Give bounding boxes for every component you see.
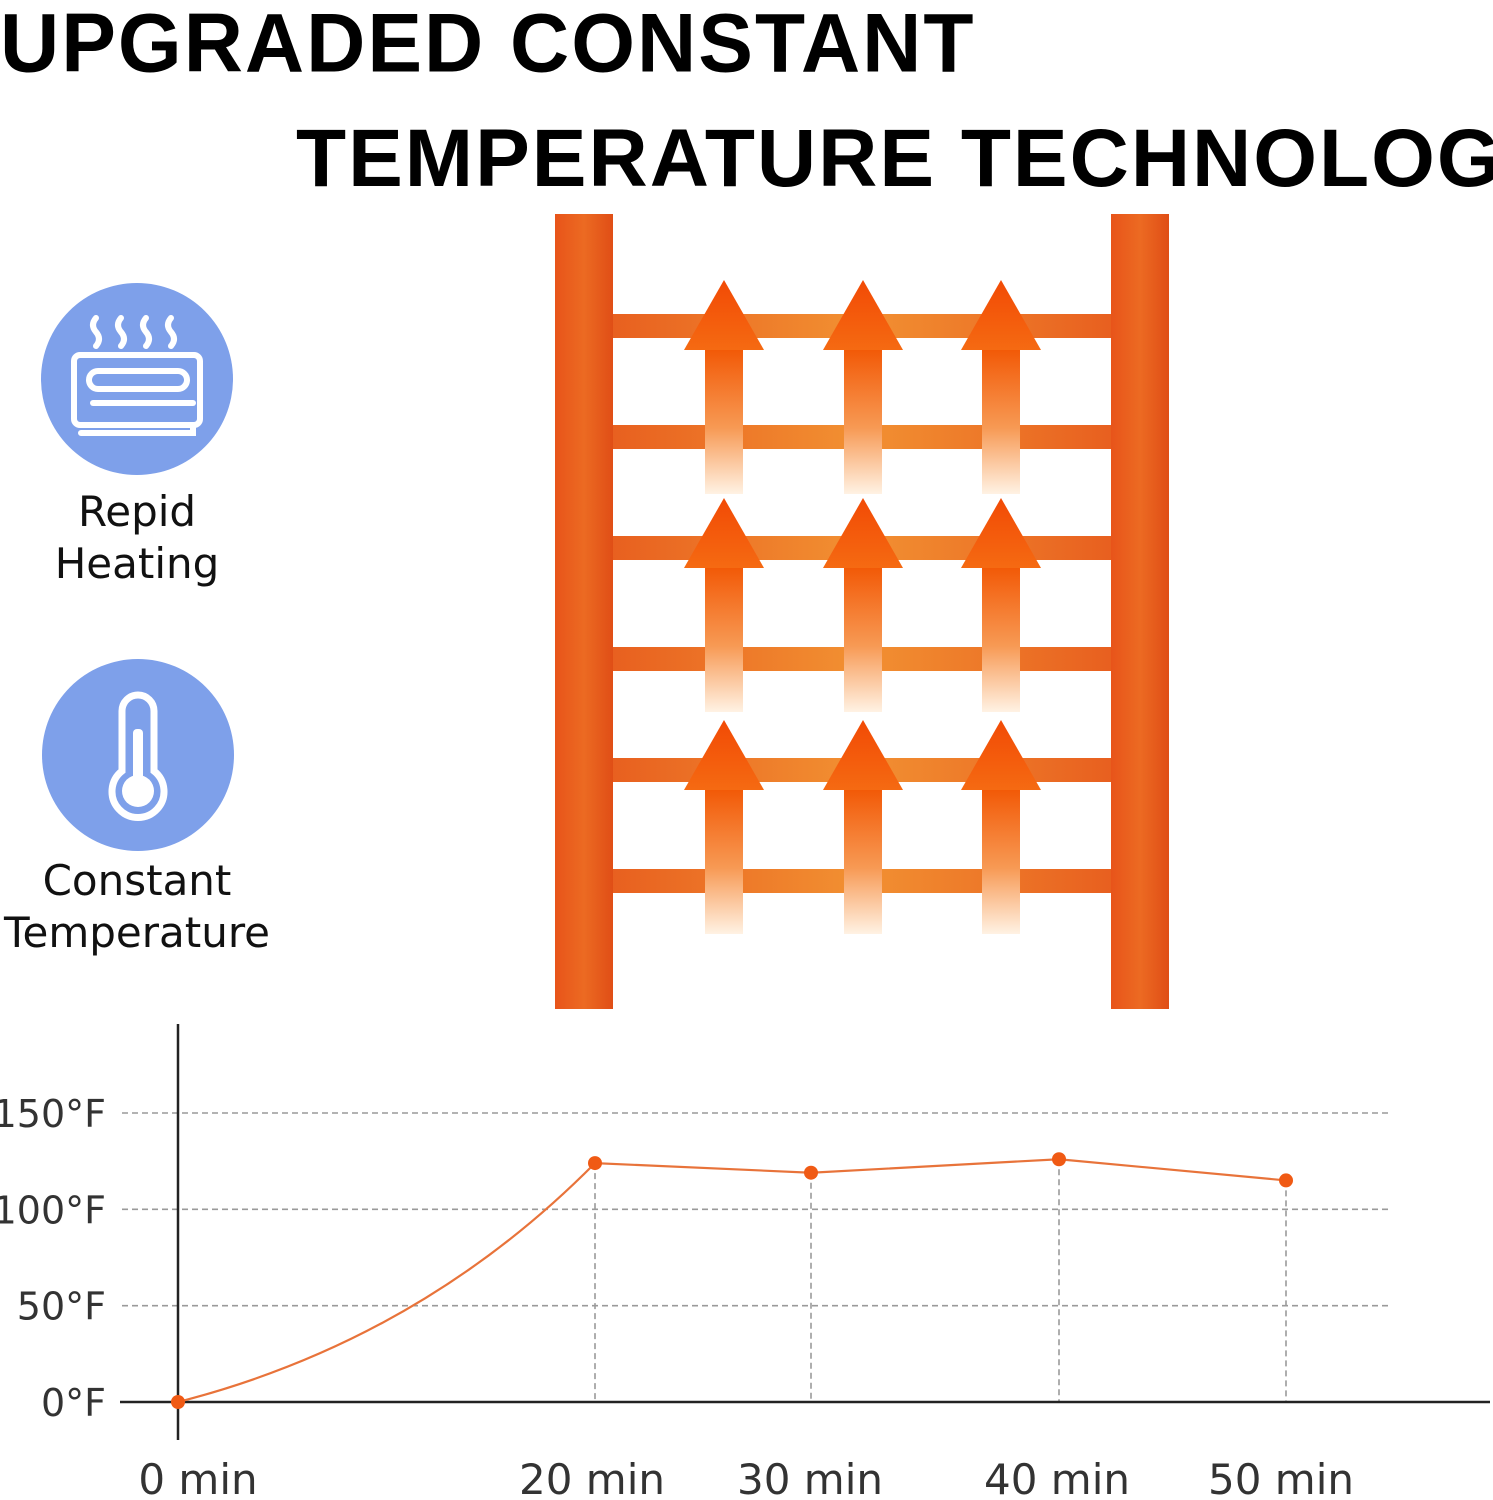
heat-arrow-icon xyxy=(684,498,764,712)
heat-arrow-icon xyxy=(961,280,1041,494)
heat-arrow-icon xyxy=(961,498,1041,712)
chart-gridlines xyxy=(122,1112,1390,1307)
heat-arrow-icon xyxy=(823,280,903,494)
series-line xyxy=(177,1158,1287,1404)
feature-label-constant-temperature: Constant Temperature xyxy=(0,855,274,959)
heated-towel-rack-illustration xyxy=(555,214,1169,1009)
x-tick-labels: 0 min 20 min 30 min 40 min 50 min xyxy=(138,1455,1354,1500)
heat-arrows xyxy=(684,280,1041,934)
temperature-line-chart: 0°F 50°F 100°F 150°F 0 min 20 min 30 min 40 mi… xyxy=(0,1024,1490,1500)
y-tick-label: 50°F xyxy=(17,1285,106,1329)
feature-label-line: Constant xyxy=(42,856,232,905)
headline-line-1: UPGRADED CONSTANT xyxy=(0,0,976,90)
temperature-series xyxy=(171,1152,1293,1409)
y-tick-label: 100°F xyxy=(0,1188,106,1232)
feature-label-rapid-heating: Repid Heating xyxy=(53,486,221,590)
data-point xyxy=(1279,1173,1293,1188)
y-tick-labels: 0°F 50°F 100°F 150°F xyxy=(0,1092,106,1425)
x-tick-label: 0 min xyxy=(138,1455,257,1500)
feature-label-line: Heating xyxy=(54,539,220,588)
chart-drop-lines xyxy=(594,1159,1287,1402)
heat-arrow-icon xyxy=(823,720,903,934)
feature-label-line: Repid xyxy=(77,487,197,536)
data-point xyxy=(588,1156,602,1171)
x-tick-label: 50 min xyxy=(1208,1455,1354,1500)
data-point xyxy=(171,1395,185,1409)
feature-label-line: Temperature xyxy=(3,908,271,957)
rack-left-post xyxy=(555,214,613,1009)
y-tick-label: 0°F xyxy=(41,1381,106,1425)
heat-arrow-icon xyxy=(684,720,764,934)
heat-arrow-icon xyxy=(961,720,1041,934)
rack-right-post xyxy=(1111,214,1169,1009)
y-tick-label: 150°F xyxy=(0,1092,106,1136)
data-point xyxy=(1052,1152,1066,1167)
x-tick-label: 30 min xyxy=(737,1455,883,1500)
data-point xyxy=(804,1165,818,1180)
heat-arrow-icon xyxy=(684,280,764,494)
heating-element-icon xyxy=(41,283,233,475)
headline-line-2: TEMPERATURE TECHNOLOGY xyxy=(296,113,1493,204)
thermometer-icon xyxy=(42,659,234,851)
x-tick-label: 20 min xyxy=(519,1455,665,1500)
x-tick-label: 40 min xyxy=(984,1455,1130,1500)
heat-arrow-icon xyxy=(823,498,903,712)
